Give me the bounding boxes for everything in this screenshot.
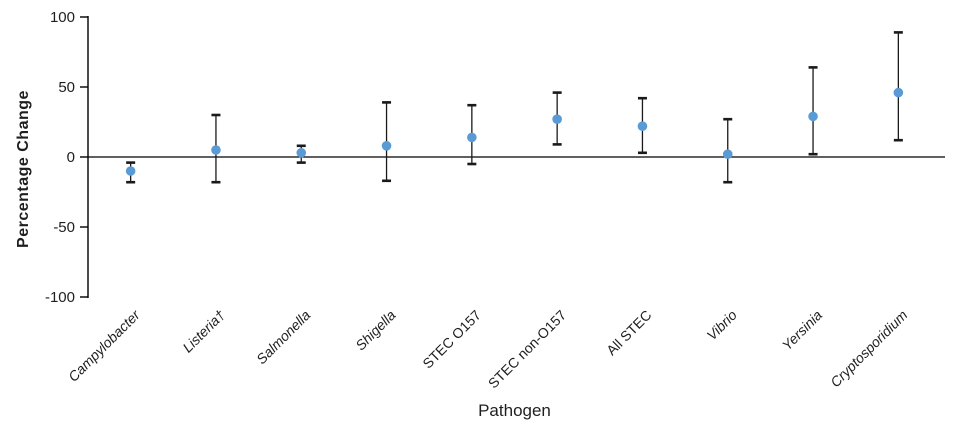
data-point-marker (893, 87, 904, 98)
x-category-label: Listeria† (179, 307, 228, 356)
data-point-group: All STEC (603, 96, 655, 358)
data-point-marker (467, 132, 477, 143)
data-point-marker (722, 149, 733, 159)
y-tick-label: 0 (67, 149, 75, 166)
x-category-label: Campylobacter (65, 306, 144, 385)
data-point-marker (808, 111, 818, 122)
data-point-group: Listeria† (179, 113, 228, 356)
data-point-group: Vibrio (703, 117, 740, 344)
data-point-marker (125, 166, 136, 176)
x-category-label: Yersinia (779, 307, 826, 354)
data-point-group: Campylobacter (65, 161, 144, 385)
data-point-group: Salmonella (253, 144, 314, 367)
data-point-group: Yersinia (779, 66, 826, 354)
data-point-marker (296, 148, 307, 158)
x-category-label: Salmonella (253, 307, 313, 367)
x-category-label: STEC O157 (419, 307, 484, 372)
y-tick-label: -100 (45, 289, 75, 306)
data-point-group: Cryptosporidium (827, 31, 911, 391)
x-category-label: Shigella (352, 307, 399, 354)
x-category-label: All STEC (603, 307, 654, 358)
data-point-group: Shigella (352, 101, 399, 354)
data-point-marker (637, 121, 648, 131)
x-category-label: STEC non-O157 (485, 307, 570, 392)
y-tick-label: -50 (53, 219, 75, 236)
y-tick-label: 100 (50, 9, 75, 26)
data-point-marker (552, 114, 562, 124)
data-point-marker (381, 141, 392, 151)
data-point-group: STEC O157 (419, 103, 484, 372)
y-tick-label: 50 (58, 79, 75, 96)
x-axis-title: Pathogen (478, 401, 551, 420)
data-point-marker (211, 145, 221, 155)
data-point-group: STEC non-O157 (485, 91, 570, 392)
x-category-label: Cryptosporidium (827, 307, 911, 391)
x-category-label: Vibrio (703, 307, 740, 344)
